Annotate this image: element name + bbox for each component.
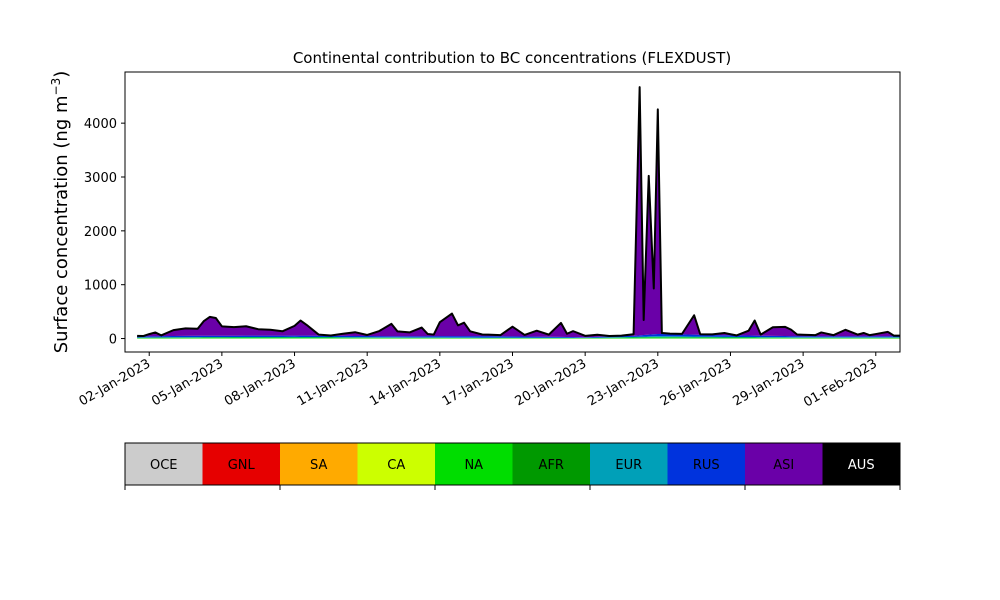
legend-label-na: NA [464,458,483,473]
legend-label-asi: ASI [773,458,794,473]
x-tick-label: 29-Jan-2023 [731,356,808,409]
series-area-asi [137,87,901,338]
y-axis-label-main: Surface concentration (ng m [51,95,72,353]
legend-label-ca: CA [387,458,405,473]
y-tick-label: 3000 [84,171,117,186]
x-tick-label: 14-Jan-2023 [367,356,444,409]
chart-title: Continental contribution to BC concentra… [293,49,731,67]
legend-label-aus: AUS [848,458,875,473]
legend-label-sa: SA [310,458,327,473]
x-tick-label: 20-Jan-2023 [513,356,590,409]
y-axis-label-close: ) [51,71,72,78]
legend-swatch-na [435,443,513,485]
y-tick-label: 0 [109,333,117,348]
series-area-rus [137,333,901,338]
legend-swatch-sa [280,443,358,485]
legend-swatch-asi [745,443,823,485]
y-tick-label: 2000 [84,225,117,240]
legend-swatch-rus [667,443,746,485]
legend-swatch-eur [590,443,668,485]
legend-swatch-afr [512,443,591,485]
x-tick-label: 26-Jan-2023 [658,356,735,409]
y-tick-label: 4000 [84,117,117,132]
stacked-area-series [137,87,901,339]
x-tick-label: 08-Jan-2023 [222,356,299,409]
x-tick-label: 17-Jan-2023 [440,356,517,409]
x-tick-label: 01-Feb-2023 [801,356,880,410]
x-tick-label: 02-Jan-2023 [77,356,154,409]
total-concentration-outline [137,86,900,338]
legend-swatch-aus [822,443,901,485]
y-axis-label: Surface concentration (ng m−3) [49,71,72,354]
x-tick-label: 23-Jan-2023 [585,356,662,409]
x-tick-label: 11-Jan-2023 [295,356,372,409]
legend-swatch-gnl [202,443,281,485]
legend-label-eur: EUR [615,458,642,473]
legend-swatch-oce [125,443,203,485]
legend-label-afr: AFR [539,458,564,473]
legend-label-gnl: GNL [228,458,256,473]
x-tick-label: 05-Jan-2023 [149,356,226,409]
legend-swatch-ca [357,443,436,485]
series-area-eur [137,336,901,338]
series-area-na [137,337,901,339]
region-legend-colorbar: OCE GNL SA CA NA AFR EUR RUS ASI AUS [124,442,901,490]
x-axis: 02-Jan-202305-Jan-202308-Jan-202311-Jan-… [77,352,880,410]
y-tick-label: 1000 [84,279,117,294]
legend-label-rus: RUS [693,458,720,473]
plot-area-frame [124,71,901,353]
legend-frame [124,442,901,486]
y-axis-label-unit-exponent: −3 [49,78,63,96]
y-axis: 0 1000 2000 3000 4000 [84,117,125,348]
legend-label-oce: OCE [150,458,178,473]
